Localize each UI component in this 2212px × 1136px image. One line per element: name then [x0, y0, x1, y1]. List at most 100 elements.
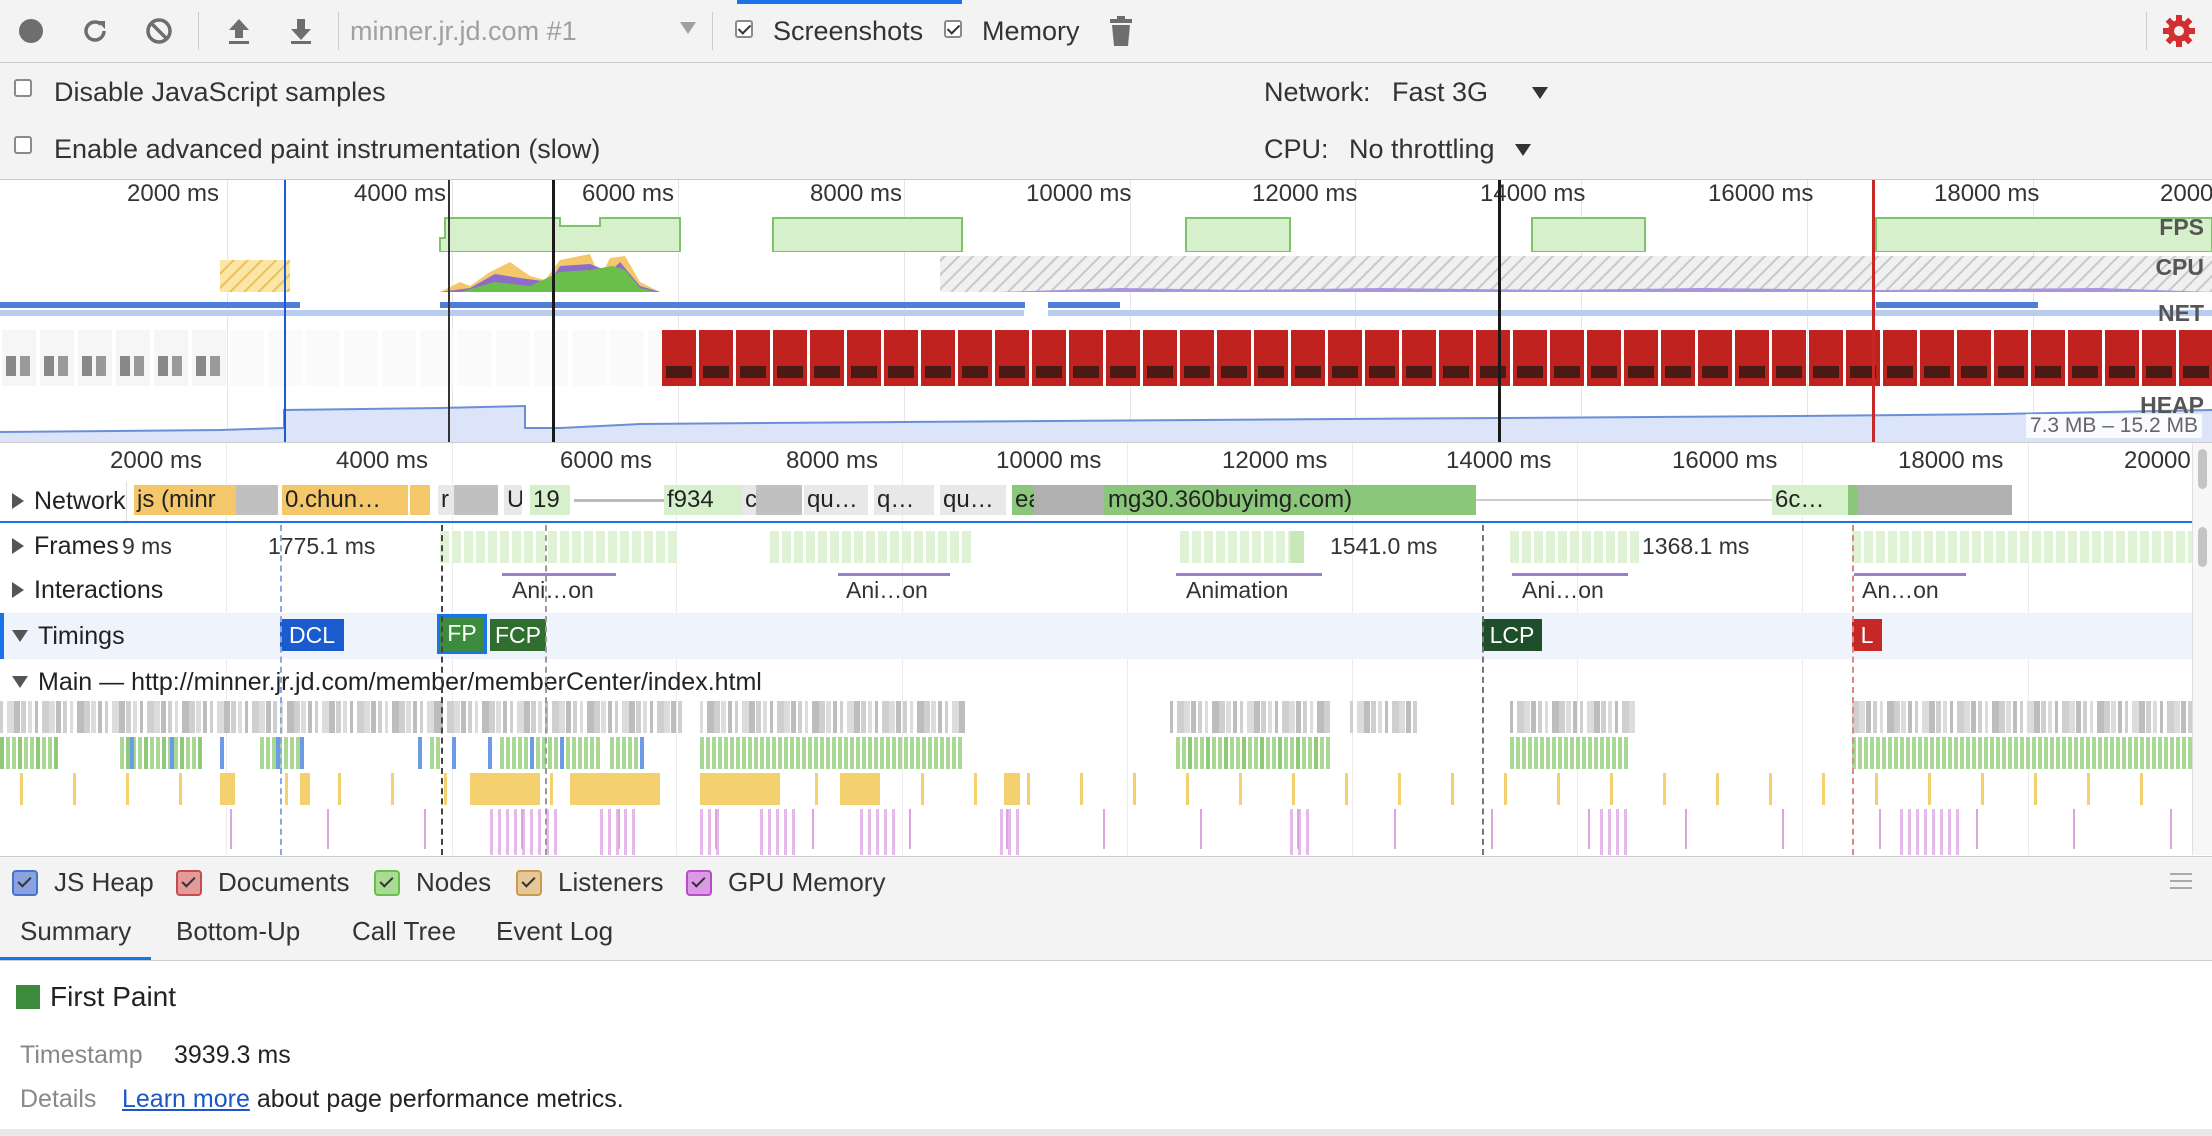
tab-bottom-up[interactable]: Bottom-Up — [176, 916, 301, 946]
network-request[interactable] — [236, 485, 278, 515]
interaction-animation[interactable]: Ani…on — [1522, 577, 1604, 603]
tab-event-log[interactable]: Event Log — [496, 916, 614, 946]
timing-marker-load[interactable]: L — [1852, 619, 1882, 651]
network-request[interactable]: 6c… — [1772, 485, 1848, 515]
interaction-animation[interactable]: Ani…on — [846, 577, 928, 603]
network-throttle-select[interactable]: Fast 3G — [1392, 77, 1552, 111]
main-task — [718, 737, 722, 769]
frame-bar — [1936, 531, 1945, 563]
frames-row-header[interactable]: Frames — [12, 529, 119, 563]
main-row-header[interactable]: Main — http://minner.jr.jd.com/member/me… — [12, 665, 762, 699]
network-request[interactable]: 0.chun… — [282, 485, 408, 515]
main-thread-track[interactable]: Main — http://minner.jr.jd.com/member/me… — [0, 661, 2192, 855]
paint-task — [876, 809, 879, 855]
legend-documents[interactable]: Documents — [176, 867, 350, 898]
network-request[interactable]: qu… — [940, 485, 1006, 515]
cpu-throttle-select[interactable]: No throttling — [1349, 134, 1539, 168]
paint-task — [784, 809, 787, 855]
main-task — [1594, 701, 1600, 733]
network-request[interactable]: r — [438, 485, 454, 515]
timing-marker-dcl[interactable]: DCL — [280, 619, 344, 651]
main-task — [48, 737, 52, 769]
disable-js-samples-checkbox[interactable] — [14, 79, 32, 97]
interactions-row-header[interactable]: Interactions — [12, 573, 163, 607]
documents-checkbox[interactable] — [176, 869, 202, 896]
main-task — [1357, 701, 1364, 733]
main-task — [7, 701, 14, 733]
frame-bar — [596, 531, 605, 563]
interactions-track[interactable]: Ani…on Ani…on Animation Ani…on An…on Int… — [0, 569, 2192, 611]
interaction-animation[interactable]: Animation — [1186, 577, 1289, 603]
legend-listeners[interactable]: Listeners — [516, 867, 664, 898]
timeline-overview[interactable]: 2000 ms 4000 ms 6000 ms 8000 ms 10000 ms… — [0, 180, 2212, 443]
timing-marker-lcp[interactable]: LCP — [1482, 619, 1542, 651]
main-task — [36, 737, 40, 769]
main-task — [819, 701, 825, 733]
drag-handle-icon[interactable] — [2170, 873, 2192, 889]
network-request[interactable]: c — [742, 485, 756, 515]
screenshot-thumb — [1554, 366, 1580, 378]
collect-garbage-button[interactable] — [1104, 14, 1138, 48]
settings-button[interactable] — [2162, 14, 2196, 48]
network-request[interactable] — [410, 485, 430, 515]
interaction-animation[interactable]: Ani…on — [512, 577, 594, 603]
network-request[interactable] — [1848, 485, 1858, 515]
record-button[interactable] — [14, 14, 48, 48]
main-task — [2188, 701, 2192, 733]
flame-scrollbar[interactable] — [2192, 443, 2212, 855]
scrollbar-thumb[interactable] — [2198, 527, 2207, 567]
screenshots-checkbox[interactable] — [735, 20, 753, 38]
network-request[interactable]: qu… — [804, 485, 868, 515]
screenshot-thumb — [1739, 366, 1765, 378]
network-request[interactable] — [756, 485, 802, 515]
js-heap-checkbox[interactable] — [12, 869, 38, 896]
network-request[interactable]: 19 — [530, 485, 570, 515]
network-request[interactable] — [1858, 485, 2012, 515]
legend-nodes[interactable]: Nodes — [374, 867, 491, 898]
network-request[interactable]: mg30.360buyimg.com) — [1104, 485, 1476, 515]
frames-track[interactable]: 9 ms 1775.1 ms 1541.0 ms 1368.1 ms Frame… — [0, 525, 2192, 567]
paint-task — [909, 809, 911, 849]
legend-gpu-memory[interactable]: GPU Memory — [686, 867, 885, 898]
main-task — [736, 737, 740, 769]
timing-marker-fp[interactable]: FP — [437, 614, 487, 654]
network-row-header[interactable]: Network — [0, 481, 127, 521]
nodes-checkbox[interactable] — [374, 869, 400, 896]
interaction-animation[interactable]: An…on — [1862, 577, 1939, 603]
network-request[interactable] — [1034, 485, 1104, 515]
network-request[interactable]: js (minr — [134, 485, 236, 515]
network-request[interactable] — [454, 485, 498, 515]
script-task — [1928, 773, 1931, 805]
network-row-label: Network — [34, 486, 126, 515]
gpu-memory-checkbox[interactable] — [686, 869, 712, 896]
legend-js-heap[interactable]: JS Heap — [12, 867, 154, 898]
main-task — [2128, 737, 2132, 769]
frame-bar — [632, 531, 641, 563]
tab-summary[interactable]: Summary — [0, 902, 152, 960]
scrollbar-thumb[interactable] — [2198, 449, 2207, 489]
flame-tick: 6000 ms — [560, 447, 653, 474]
timing-marker-fcp[interactable]: FCP — [490, 619, 546, 651]
main-task — [531, 701, 536, 733]
main-task — [170, 737, 174, 769]
tab-call-tree[interactable]: Call Tree — [352, 916, 457, 946]
reload-button[interactable] — [78, 14, 112, 48]
frame-bar — [2008, 531, 2017, 563]
network-track[interactable]: js (minr 0.chun… r U 19 f934 c qu… q… qu… — [0, 481, 2192, 521]
timings-row-header[interactable]: Timings — [12, 619, 125, 653]
target-select[interactable]: minner.jr.jd.com #1 — [350, 16, 698, 48]
load-profile-button[interactable] — [222, 14, 256, 48]
learn-more-link[interactable]: Learn more — [122, 1085, 250, 1113]
selection-left-line[interactable] — [448, 180, 450, 442]
save-profile-button[interactable] — [284, 14, 318, 48]
clear-button[interactable] — [142, 14, 176, 48]
timings-track[interactable]: DCL FP FCP LCP L Timings — [0, 613, 2192, 659]
network-request[interactable]: q… — [874, 485, 934, 515]
listeners-checkbox[interactable] — [516, 869, 542, 896]
network-request[interactable]: f934 — [664, 485, 742, 515]
network-request[interactable]: U — [504, 485, 522, 515]
memory-checkbox[interactable] — [944, 20, 962, 38]
advanced-paint-checkbox[interactable] — [14, 136, 32, 154]
flame-chart[interactable]: 2000 ms 4000 ms 6000 ms 8000 ms 10000 ms… — [0, 443, 2212, 855]
frame-bar — [950, 531, 959, 563]
